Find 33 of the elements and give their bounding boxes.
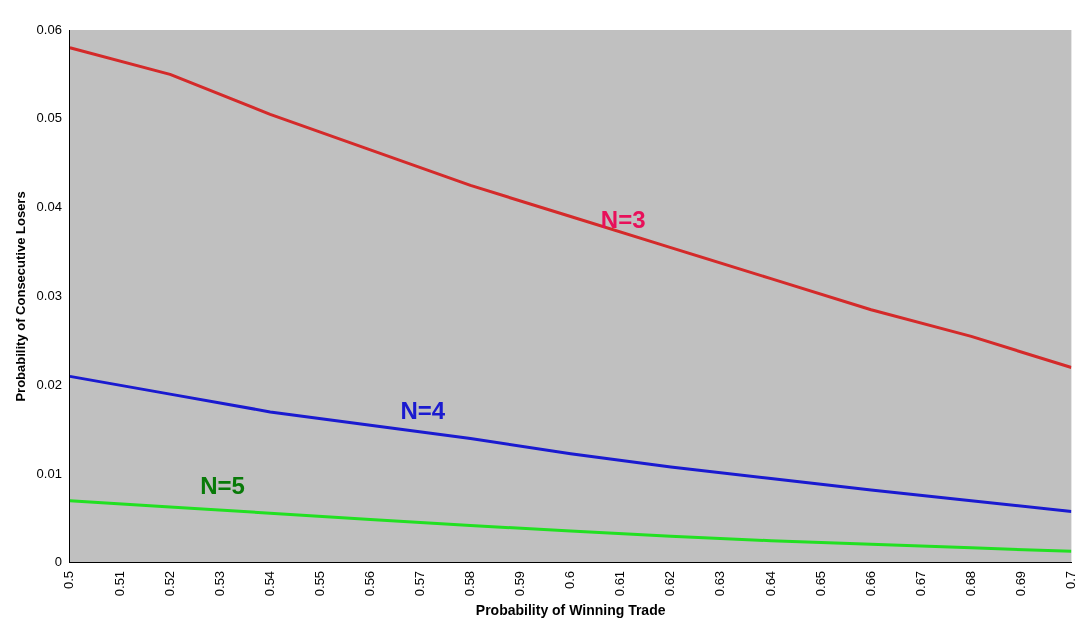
y-tick-label: 0.01: [36, 465, 62, 481]
x-tick-label: 0.58: [462, 570, 478, 597]
x-tick-label: 0.68: [962, 570, 978, 597]
x-tick-label: 0.6: [562, 570, 578, 589]
y-tick-label: 0.03: [36, 288, 62, 304]
x-tick-label: 0.61: [612, 570, 628, 597]
x-tick-label: 0.53: [211, 570, 227, 597]
x-tick-label: 0.65: [812, 570, 828, 597]
series-label: N=3: [600, 206, 646, 234]
x-tick-label: 0.56: [361, 570, 377, 597]
x-tick-label: 0.57: [412, 570, 427, 597]
x-axis-title: Probability of Winning Trade: [475, 602, 666, 619]
x-tick-label: 0.59: [512, 570, 528, 597]
x-tick-label: 0.66: [862, 570, 878, 597]
y-axis-title: Probability of Consecutive Losers: [13, 191, 29, 402]
series-label: N=5: [200, 471, 245, 499]
x-tick-label: 0.67: [912, 570, 928, 597]
x-tick-label: 0.62: [662, 570, 678, 597]
y-tick-label: 0.05: [36, 110, 62, 126]
series-label: N=4: [400, 397, 446, 425]
y-tick-label: 0.02: [36, 376, 62, 392]
y-tick-label: 0.06: [36, 21, 62, 37]
x-tick-label: 0.55: [311, 570, 327, 597]
x-tick-label: 0.51: [111, 570, 127, 597]
y-tick-label: 0.04: [36, 199, 62, 215]
x-tick-label: 0.64: [762, 570, 778, 597]
x-tick-label: 0.69: [1012, 570, 1028, 597]
x-tick-label: 0.63: [712, 570, 728, 597]
x-tick-label: 0.54: [261, 570, 277, 597]
x-tick-label: 0.52: [161, 570, 177, 597]
x-tick-label: 0.7: [1062, 570, 1078, 589]
y-tick-label: 0: [54, 554, 62, 570]
x-tick-label: 0.5: [61, 570, 77, 589]
